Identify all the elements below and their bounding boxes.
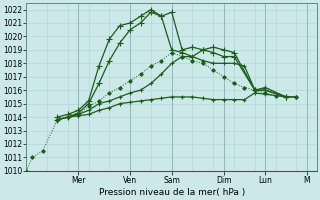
X-axis label: Pression niveau de la mer( hPa ): Pression niveau de la mer( hPa ) [99,188,245,197]
